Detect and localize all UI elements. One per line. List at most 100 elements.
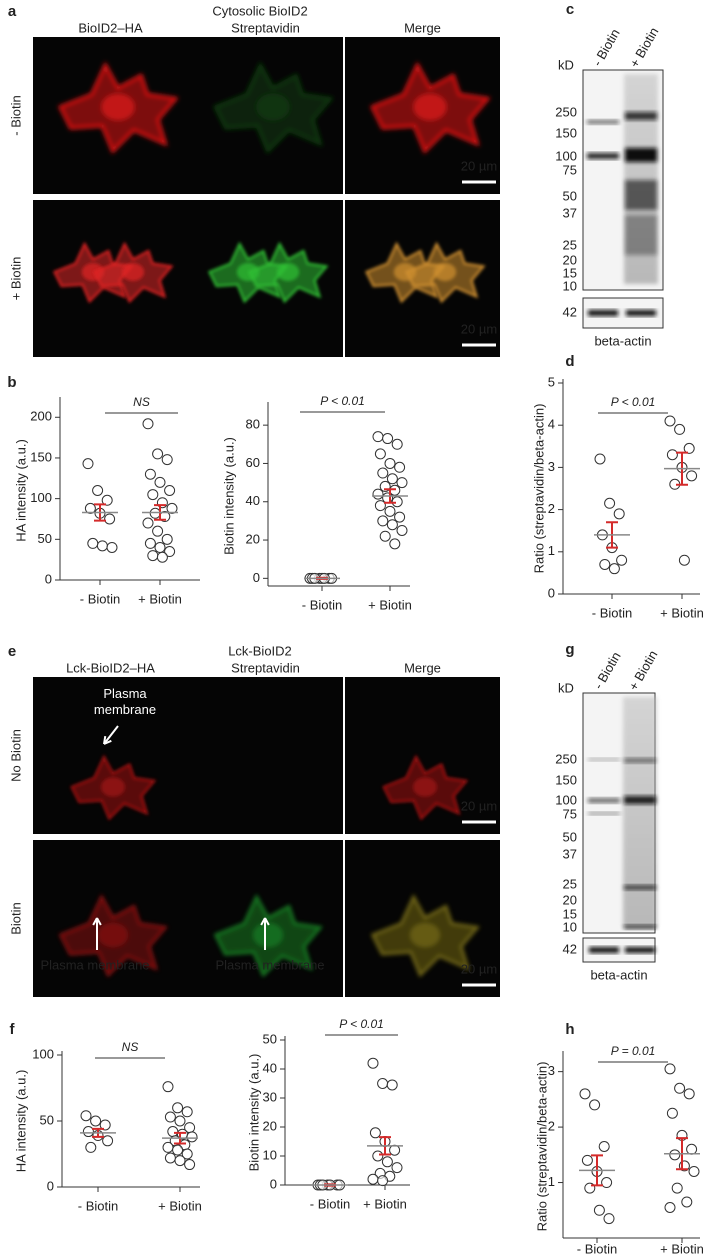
data-point	[102, 1135, 114, 1147]
cell	[213, 61, 334, 154]
data-point	[174, 1115, 186, 1127]
data-point	[601, 1177, 613, 1189]
y-tick-label: 1	[548, 1174, 555, 1189]
marker-label: 25	[563, 237, 577, 252]
data-point	[90, 1115, 102, 1127]
data-point	[106, 541, 118, 553]
data-point	[142, 418, 154, 430]
panel-title: Lck-BioID2	[228, 643, 292, 658]
arrow-head	[92, 917, 102, 926]
data-point	[87, 537, 99, 549]
data-point	[382, 433, 394, 445]
marker-label: 100	[555, 792, 577, 807]
nucleus	[413, 777, 437, 797]
arrow-head	[260, 917, 270, 926]
y-tick-label: 20	[263, 1118, 277, 1133]
data-point	[604, 497, 616, 509]
y-tick-label: 5	[548, 374, 555, 389]
x-tick-label: + Biotin	[138, 591, 182, 606]
nucleus	[433, 262, 457, 282]
band	[625, 947, 655, 953]
data-point	[384, 505, 396, 517]
lane-label: + Biotin	[626, 648, 661, 693]
x-tick-label: - Biotin	[310, 1196, 350, 1211]
loading-label: beta-actin	[590, 967, 647, 982]
lane	[623, 697, 657, 927]
lane-label: - Biotin	[589, 26, 622, 69]
marker-label: 150	[555, 125, 577, 140]
data-point	[389, 1144, 401, 1156]
band	[587, 120, 619, 124]
data-point	[372, 488, 384, 500]
marker-label: 150	[555, 772, 577, 787]
data-point	[616, 554, 628, 566]
data-point	[80, 1110, 92, 1122]
row-label: No Biotin	[8, 729, 23, 782]
data-point	[167, 1126, 179, 1138]
data-point	[688, 1165, 700, 1177]
unit-label: kD	[558, 57, 574, 72]
marker-label: 75	[563, 806, 577, 821]
marker-label: 250	[555, 104, 577, 119]
data-point	[686, 1143, 698, 1155]
x-tick-label: - Biotin	[80, 591, 120, 606]
y-tick-label: 80	[246, 417, 260, 432]
x-tick-label: + Biotin	[660, 1241, 704, 1256]
y-tick-label: 0	[47, 1178, 54, 1193]
marker-label: 20	[563, 892, 577, 907]
y-axis-label: HA intensity (a.u.)	[13, 1070, 28, 1173]
data-point	[608, 563, 620, 575]
annotation: Plasma membrane	[93, 686, 157, 717]
data-point	[92, 485, 104, 496]
data-point	[372, 431, 384, 443]
data-point	[683, 1088, 695, 1100]
band	[625, 148, 657, 162]
significance-label: P < 0.01	[339, 1017, 384, 1031]
column-header: Lck-BioID2–HA	[66, 660, 155, 675]
data-point	[154, 476, 166, 488]
data-point	[174, 1155, 186, 1167]
cell	[58, 893, 168, 978]
x-tick-label: - Biotin	[78, 1198, 118, 1213]
data-point	[147, 550, 159, 562]
data-point	[666, 1107, 678, 1119]
panel-letter: b	[7, 374, 16, 391]
annotation-box: Plasma membrane	[93, 686, 157, 717]
marker-label: 15	[563, 265, 577, 280]
column-header: Streptavidin	[231, 20, 300, 35]
nucleus	[121, 262, 145, 282]
panel-letter: e	[8, 643, 16, 660]
data-point	[154, 541, 166, 553]
data-point	[678, 554, 690, 566]
y-tick-label: 3	[548, 1063, 555, 1078]
band	[625, 215, 657, 255]
y-tick-label: 2	[548, 501, 555, 516]
x-tick-label: + Biotin	[158, 1198, 202, 1213]
data-point	[377, 1078, 389, 1089]
data-point	[369, 1127, 381, 1139]
x-tick-label: + Biotin	[660, 605, 704, 620]
marker-label: 20	[563, 252, 577, 267]
panel-title: Cytosolic BioID2	[212, 3, 307, 18]
cell	[213, 893, 323, 978]
column-header: Merge	[404, 20, 441, 35]
data-point	[579, 1088, 591, 1100]
y-tick-label: 4	[548, 417, 555, 432]
nucleus	[97, 922, 129, 948]
marker-label: 25	[563, 876, 577, 891]
data-point	[379, 530, 391, 542]
y-tick-label: 40	[263, 1060, 277, 1075]
data-point	[166, 502, 178, 514]
significance-label: P < 0.01	[611, 395, 656, 409]
marker-label: 42	[563, 304, 577, 319]
data-point	[142, 517, 154, 529]
data-point	[389, 538, 401, 550]
x-tick-label: + Biotin	[368, 597, 412, 612]
y-tick-label: 50	[40, 1112, 54, 1127]
band	[624, 885, 656, 890]
data-point	[101, 494, 113, 506]
data-point	[367, 1057, 379, 1069]
y-tick-label: 3	[548, 459, 555, 474]
data-point	[164, 546, 176, 558]
